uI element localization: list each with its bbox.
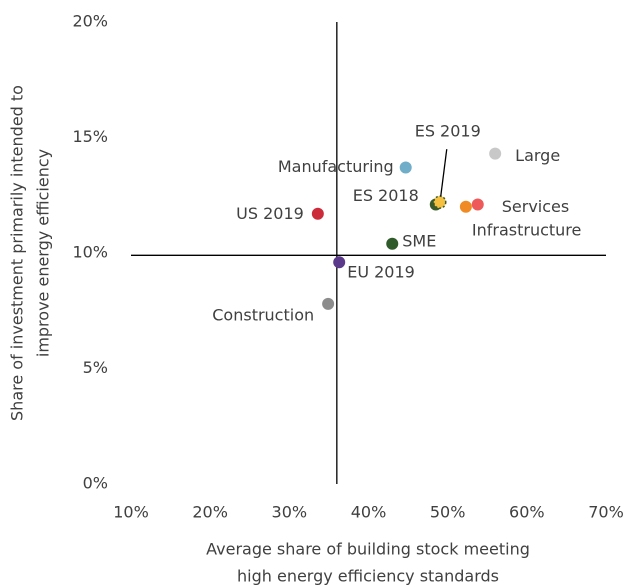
y-tick-label: 5%	[83, 358, 108, 377]
y-tick-label: 10%	[72, 243, 108, 262]
x-tick-label: 70%	[588, 503, 624, 522]
x-tick-label: 20%	[192, 503, 228, 522]
y-axis-label: improve energy efficiency	[34, 149, 53, 357]
y-tick-label: 20%	[72, 12, 108, 31]
x-tick-label: 40%	[351, 503, 387, 522]
point	[471, 198, 484, 211]
point	[459, 200, 472, 213]
point-label: Infrastructure	[472, 220, 581, 239]
y-axis-label: Share of investment primarily intended t…	[8, 85, 27, 421]
y-tick-label: 15%	[72, 127, 108, 146]
point-label: ES 2019	[415, 122, 481, 141]
x-axis-label: high energy efficiency standards	[237, 567, 499, 586]
point	[399, 161, 412, 174]
point	[333, 256, 346, 269]
point-label: Large	[515, 146, 560, 165]
x-tick-label: 60%	[509, 503, 545, 522]
point	[322, 297, 335, 310]
point-label: SME	[402, 231, 436, 250]
point-label: US 2019	[236, 204, 304, 223]
point-label: Construction	[212, 305, 314, 324]
x-axis-label: Average share of building stock meeting	[206, 540, 530, 559]
point-label: EU 2019	[347, 263, 415, 282]
x-tick-label: 50%	[430, 503, 466, 522]
point-label: ES 2018	[353, 186, 419, 205]
x-tick-label: 30%	[272, 503, 308, 522]
point	[433, 195, 447, 209]
annotation-arrow	[440, 149, 448, 197]
y-tick-label: 0%	[83, 474, 108, 493]
x-tick-label: 10%	[113, 503, 149, 522]
point-label: Manufacturing	[278, 157, 394, 176]
point	[489, 147, 502, 160]
point	[386, 237, 399, 250]
point-label: Services	[502, 197, 569, 216]
point	[311, 207, 324, 220]
